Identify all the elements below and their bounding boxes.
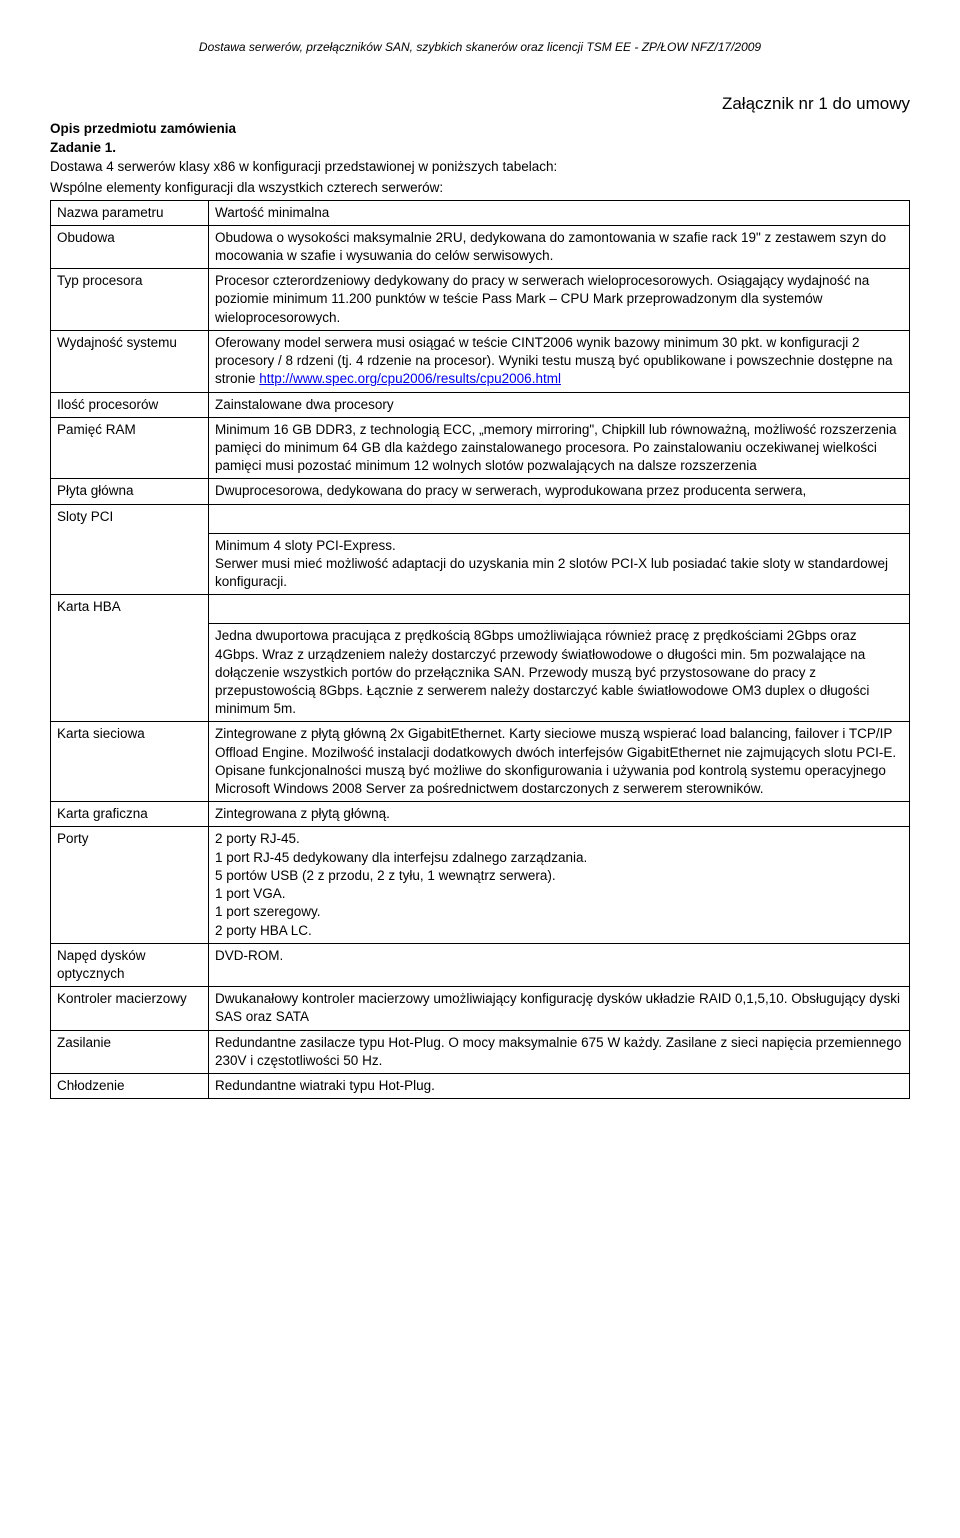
table-row: Napęd dysków optycznych DVD-ROM. bbox=[51, 943, 910, 986]
table-row: Ilość procesorów Zainstalowane dwa proce… bbox=[51, 392, 910, 417]
table-row: Chłodzenie Redundantne wiatraki typu Hot… bbox=[51, 1074, 910, 1099]
table-row: Karta sieciowa Zintegrowane z płytą głów… bbox=[51, 722, 910, 802]
table-row: Sloty PCI bbox=[51, 504, 910, 533]
param-cell: Zasilanie bbox=[51, 1030, 209, 1073]
param-cell: Kontroler macierzowy bbox=[51, 987, 209, 1030]
section-title-2: Zadanie 1. bbox=[50, 139, 910, 158]
table-row: Płyta główna Dwuprocesorowa, dedykowana … bbox=[51, 479, 910, 504]
value-cell: Dwukanałowy kontroler macierzowy umożliw… bbox=[209, 987, 910, 1030]
table-row: Karta HBA bbox=[51, 595, 910, 624]
param-cell: Obudowa bbox=[51, 225, 209, 268]
param-cell: Ilość procesorów bbox=[51, 392, 209, 417]
intro-line-2: Wspólne elementy konfiguracji dla wszyst… bbox=[50, 179, 910, 198]
param-cell: Płyta główna bbox=[51, 479, 209, 504]
param-cell: Karta HBA bbox=[51, 595, 209, 722]
value-cell: Minimum 16 GB DDR3, z technologią ECC, „… bbox=[209, 417, 910, 479]
value-cell: Zainstalowane dwa procesory bbox=[209, 392, 910, 417]
value-cell: Redundantne wiatraki typu Hot-Plug. bbox=[209, 1074, 910, 1099]
table-row: Pamięć RAM Minimum 16 GB DDR3, z technol… bbox=[51, 417, 910, 479]
table-row: Kontroler macierzowy Dwukanałowy kontrol… bbox=[51, 987, 910, 1030]
value-cell: Jedna dwuportowa pracująca z prędkością … bbox=[209, 624, 910, 722]
param-cell: Karta graficzna bbox=[51, 802, 209, 827]
spec-table: Nazwa parametru Wartość minimalna Obudow… bbox=[50, 200, 910, 1100]
value-cell: Redundantne zasilacze typu Hot-Plug. O m… bbox=[209, 1030, 910, 1073]
value-cell: Minimum 4 sloty PCI-Express. Serwer musi… bbox=[209, 533, 910, 595]
attachment-label: Załącznik nr 1 do umowy bbox=[50, 94, 910, 114]
param-cell: Napęd dysków optycznych bbox=[51, 943, 209, 986]
spacer-cell bbox=[209, 504, 910, 533]
value-cell: 2 porty RJ-45. 1 port RJ-45 dedykowany d… bbox=[209, 827, 910, 943]
param-cell: Wydajność systemu bbox=[51, 330, 209, 392]
param-cell: Chłodzenie bbox=[51, 1074, 209, 1099]
col-header-param: Nazwa parametru bbox=[51, 200, 209, 225]
intro-line-1: Dostawa 4 serwerów klasy x86 w konfigura… bbox=[50, 158, 910, 177]
section-title-1: Opis przedmiotu zamówienia bbox=[50, 120, 910, 139]
param-cell: Porty bbox=[51, 827, 209, 943]
col-header-value: Wartość minimalna bbox=[209, 200, 910, 225]
value-cell: DVD-ROM. bbox=[209, 943, 910, 986]
table-row: Wydajność systemu Oferowany model serwer… bbox=[51, 330, 910, 392]
value-cell: Zintegrowana z płytą główną. bbox=[209, 802, 910, 827]
value-cell: Zintegrowane z płytą główną 2x GigabitEt… bbox=[209, 722, 910, 802]
param-cell: Pamięć RAM bbox=[51, 417, 209, 479]
table-row: Porty 2 porty RJ-45. 1 port RJ-45 dedyko… bbox=[51, 827, 910, 943]
table-row: Obudowa Obudowa o wysokości maksymalnie … bbox=[51, 225, 910, 268]
table-header-row: Nazwa parametru Wartość minimalna bbox=[51, 200, 910, 225]
table-row: Zasilanie Redundantne zasilacze typu Hot… bbox=[51, 1030, 910, 1073]
value-cell: Dwuprocesorowa, dedykowana do pracy w se… bbox=[209, 479, 910, 504]
document-header: Dostawa serwerów, przełączników SAN, szy… bbox=[50, 40, 910, 54]
table-row: Typ procesora Procesor czterordzeniowy d… bbox=[51, 269, 910, 331]
param-cell: Sloty PCI bbox=[51, 504, 209, 595]
spec-link[interactable]: http://www.spec.org/cpu2006/results/cpu2… bbox=[259, 371, 561, 386]
param-cell: Karta sieciowa bbox=[51, 722, 209, 802]
value-cell: Procesor czterordzeniowy dedykowany do p… bbox=[209, 269, 910, 331]
value-cell: Obudowa o wysokości maksymalnie 2RU, ded… bbox=[209, 225, 910, 268]
value-cell: Oferowany model serwera musi osiągać w t… bbox=[209, 330, 910, 392]
spacer-cell bbox=[209, 595, 910, 624]
param-cell: Typ procesora bbox=[51, 269, 209, 331]
table-row: Karta graficzna Zintegrowana z płytą głó… bbox=[51, 802, 910, 827]
